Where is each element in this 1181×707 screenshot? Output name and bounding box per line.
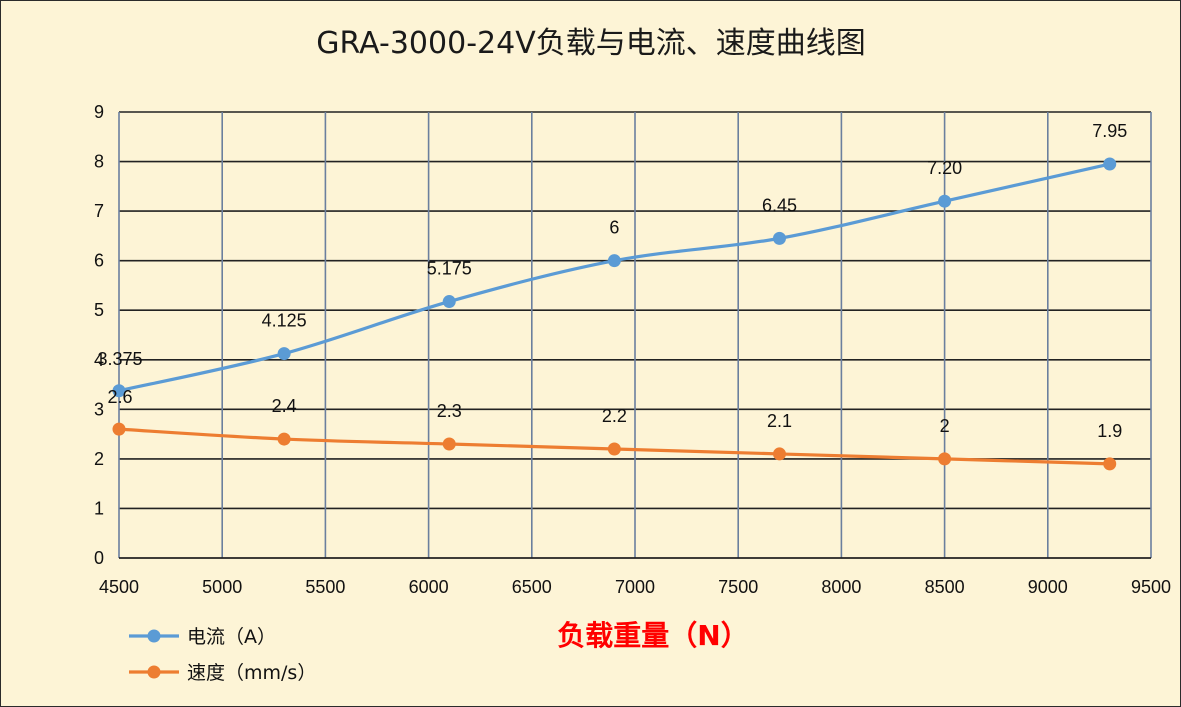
data-point [1103,157,1117,171]
y-tick-label: 8 [94,152,104,172]
data-label: 4.125 [262,311,307,331]
y-tick-label: 2 [94,449,104,469]
x-tick-label: 6000 [409,577,449,597]
data-label: 3.375 [97,349,142,369]
data-point [277,432,291,446]
x-tick-label: 5000 [202,577,242,597]
y-tick-label: 6 [94,251,104,271]
data-label: 5.175 [427,259,472,279]
x-tick-label: 7000 [615,577,655,597]
data-label: 1.9 [1097,421,1122,441]
data-point [772,447,786,461]
data-labels: 3.375 4.125 5.175 6 6.45 7.20 7.95 2.6 2.4 2.3 2.2… [97,121,1127,441]
data-label: 2 [940,416,950,436]
series-layer [112,157,1117,471]
data-label: 2.1 [767,411,792,431]
y-tick-label: 5 [94,300,104,320]
legend-marker-2 [147,665,161,679]
legend-label-1: 电流（A） [187,626,276,648]
y-tick-label: 3 [94,399,104,419]
data-point [607,442,621,456]
y-tick-label: 9 [94,102,104,122]
y-tick-label: 7 [94,201,104,221]
data-point [938,452,952,466]
data-label: 2.4 [272,396,297,416]
y-tick-label: 1 [94,498,104,518]
data-label: 7.95 [1092,121,1127,141]
data-point [607,254,621,268]
y-tick-label: 4 [94,350,104,370]
series-line-1 [117,162,1112,393]
x-tick-label: 9000 [1028,577,1068,597]
chart-title: GRA-3000-24V负载与电流、速度曲线图 [316,26,865,61]
data-label: 2.3 [437,401,462,421]
y-tick-label: 0 [94,548,104,568]
x-tick-label: 8500 [925,577,965,597]
data-point [112,384,126,398]
x-tick-label: 7500 [718,577,758,597]
data-point [938,194,952,208]
data-label: 6.45 [762,195,797,215]
data-point [442,437,456,451]
legend: 电流（A） 速度（mm/s） [129,626,316,684]
data-point [772,231,786,245]
x-tick-label: 6500 [512,577,552,597]
data-point [1103,457,1117,471]
data-point [442,295,456,309]
data-label: 7.20 [927,158,962,178]
data-label: 6 [609,218,619,238]
x-tick-label: 8000 [821,577,861,597]
data-point [112,422,126,436]
x-tick-label: 4500 [99,577,139,597]
axes: 0 1 2 3 4 5 6 7 8 9 4500 5000 5500 6000 6500 7000 7500 80… [94,102,1171,597]
legend-marker-1 [147,629,161,643]
x-axis-label: 负载重量（N） [557,619,748,652]
data-label: 2.6 [107,387,132,407]
grid [119,111,1152,558]
x-tick-label: 5500 [305,577,345,597]
data-point [277,347,291,361]
legend-label-2: 速度（mm/s） [187,662,316,684]
data-label: 2.2 [602,406,627,426]
x-tick-label: 9500 [1131,577,1171,597]
